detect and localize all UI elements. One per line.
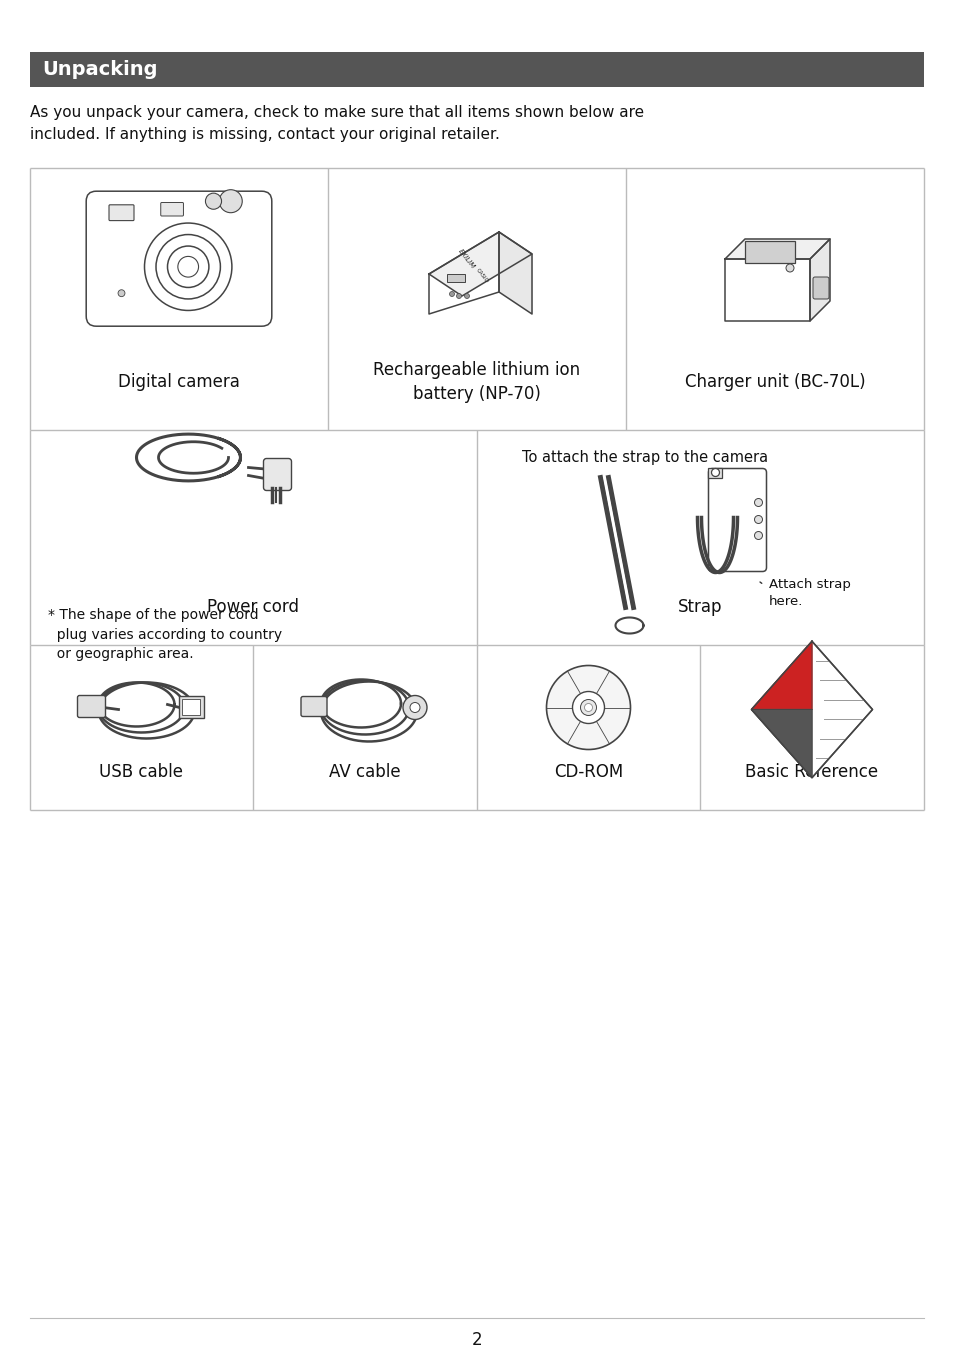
Circle shape bbox=[579, 699, 596, 715]
Bar bbox=[30, 52, 923, 87]
Polygon shape bbox=[809, 239, 829, 322]
FancyBboxPatch shape bbox=[77, 696, 106, 718]
Polygon shape bbox=[429, 232, 532, 296]
Text: Unpacking: Unpacking bbox=[42, 60, 157, 79]
Text: AV cable: AV cable bbox=[329, 763, 400, 782]
Circle shape bbox=[711, 468, 719, 476]
Circle shape bbox=[118, 290, 125, 297]
Circle shape bbox=[754, 516, 761, 524]
Polygon shape bbox=[429, 232, 498, 313]
Polygon shape bbox=[751, 642, 872, 778]
Text: USB cable: USB cable bbox=[99, 763, 183, 782]
FancyBboxPatch shape bbox=[109, 205, 133, 221]
Text: Charger unit (BC-70L): Charger unit (BC-70L) bbox=[684, 373, 864, 391]
FancyBboxPatch shape bbox=[708, 468, 721, 478]
FancyBboxPatch shape bbox=[161, 202, 183, 216]
FancyBboxPatch shape bbox=[812, 277, 828, 299]
Circle shape bbox=[754, 498, 761, 506]
FancyBboxPatch shape bbox=[301, 696, 327, 716]
Text: 2: 2 bbox=[471, 1331, 482, 1349]
Polygon shape bbox=[498, 232, 532, 313]
Polygon shape bbox=[751, 710, 811, 778]
Text: Basic Reference: Basic Reference bbox=[744, 763, 878, 782]
Circle shape bbox=[456, 293, 461, 299]
Circle shape bbox=[572, 692, 604, 723]
Text: Attach strap
here.: Attach strap here. bbox=[768, 578, 850, 608]
Circle shape bbox=[205, 193, 221, 209]
Circle shape bbox=[449, 292, 454, 296]
Text: Rechargeable lithium ion
battery (NP-70): Rechargeable lithium ion battery (NP-70) bbox=[373, 361, 580, 403]
Text: * The shape of the power cord
  plug varies according to country
  or geographic: * The shape of the power cord plug varie… bbox=[48, 608, 282, 661]
Text: Digital camera: Digital camera bbox=[118, 373, 240, 391]
Circle shape bbox=[546, 665, 630, 749]
Circle shape bbox=[754, 532, 761, 540]
Circle shape bbox=[410, 703, 419, 712]
Polygon shape bbox=[724, 239, 829, 259]
Text: EXILIM: EXILIM bbox=[457, 248, 476, 270]
FancyBboxPatch shape bbox=[179, 696, 204, 718]
FancyBboxPatch shape bbox=[447, 274, 464, 282]
FancyBboxPatch shape bbox=[182, 699, 200, 715]
Circle shape bbox=[464, 293, 469, 299]
FancyBboxPatch shape bbox=[263, 459, 292, 490]
FancyBboxPatch shape bbox=[708, 468, 765, 571]
Text: CASIO: CASIO bbox=[475, 267, 489, 284]
FancyBboxPatch shape bbox=[86, 191, 272, 326]
Text: Strap: Strap bbox=[678, 598, 722, 616]
Polygon shape bbox=[751, 642, 811, 710]
Circle shape bbox=[402, 696, 427, 719]
Text: CD-ROM: CD-ROM bbox=[554, 763, 622, 782]
Text: Power cord: Power cord bbox=[208, 598, 299, 616]
Text: As you unpack your camera, check to make sure that all items shown below are
inc: As you unpack your camera, check to make… bbox=[30, 104, 643, 141]
Circle shape bbox=[219, 190, 242, 213]
FancyBboxPatch shape bbox=[744, 242, 794, 263]
Text: To attach the strap to the camera: To attach the strap to the camera bbox=[521, 451, 767, 465]
Polygon shape bbox=[724, 259, 809, 322]
Circle shape bbox=[785, 265, 793, 271]
Circle shape bbox=[584, 703, 592, 711]
